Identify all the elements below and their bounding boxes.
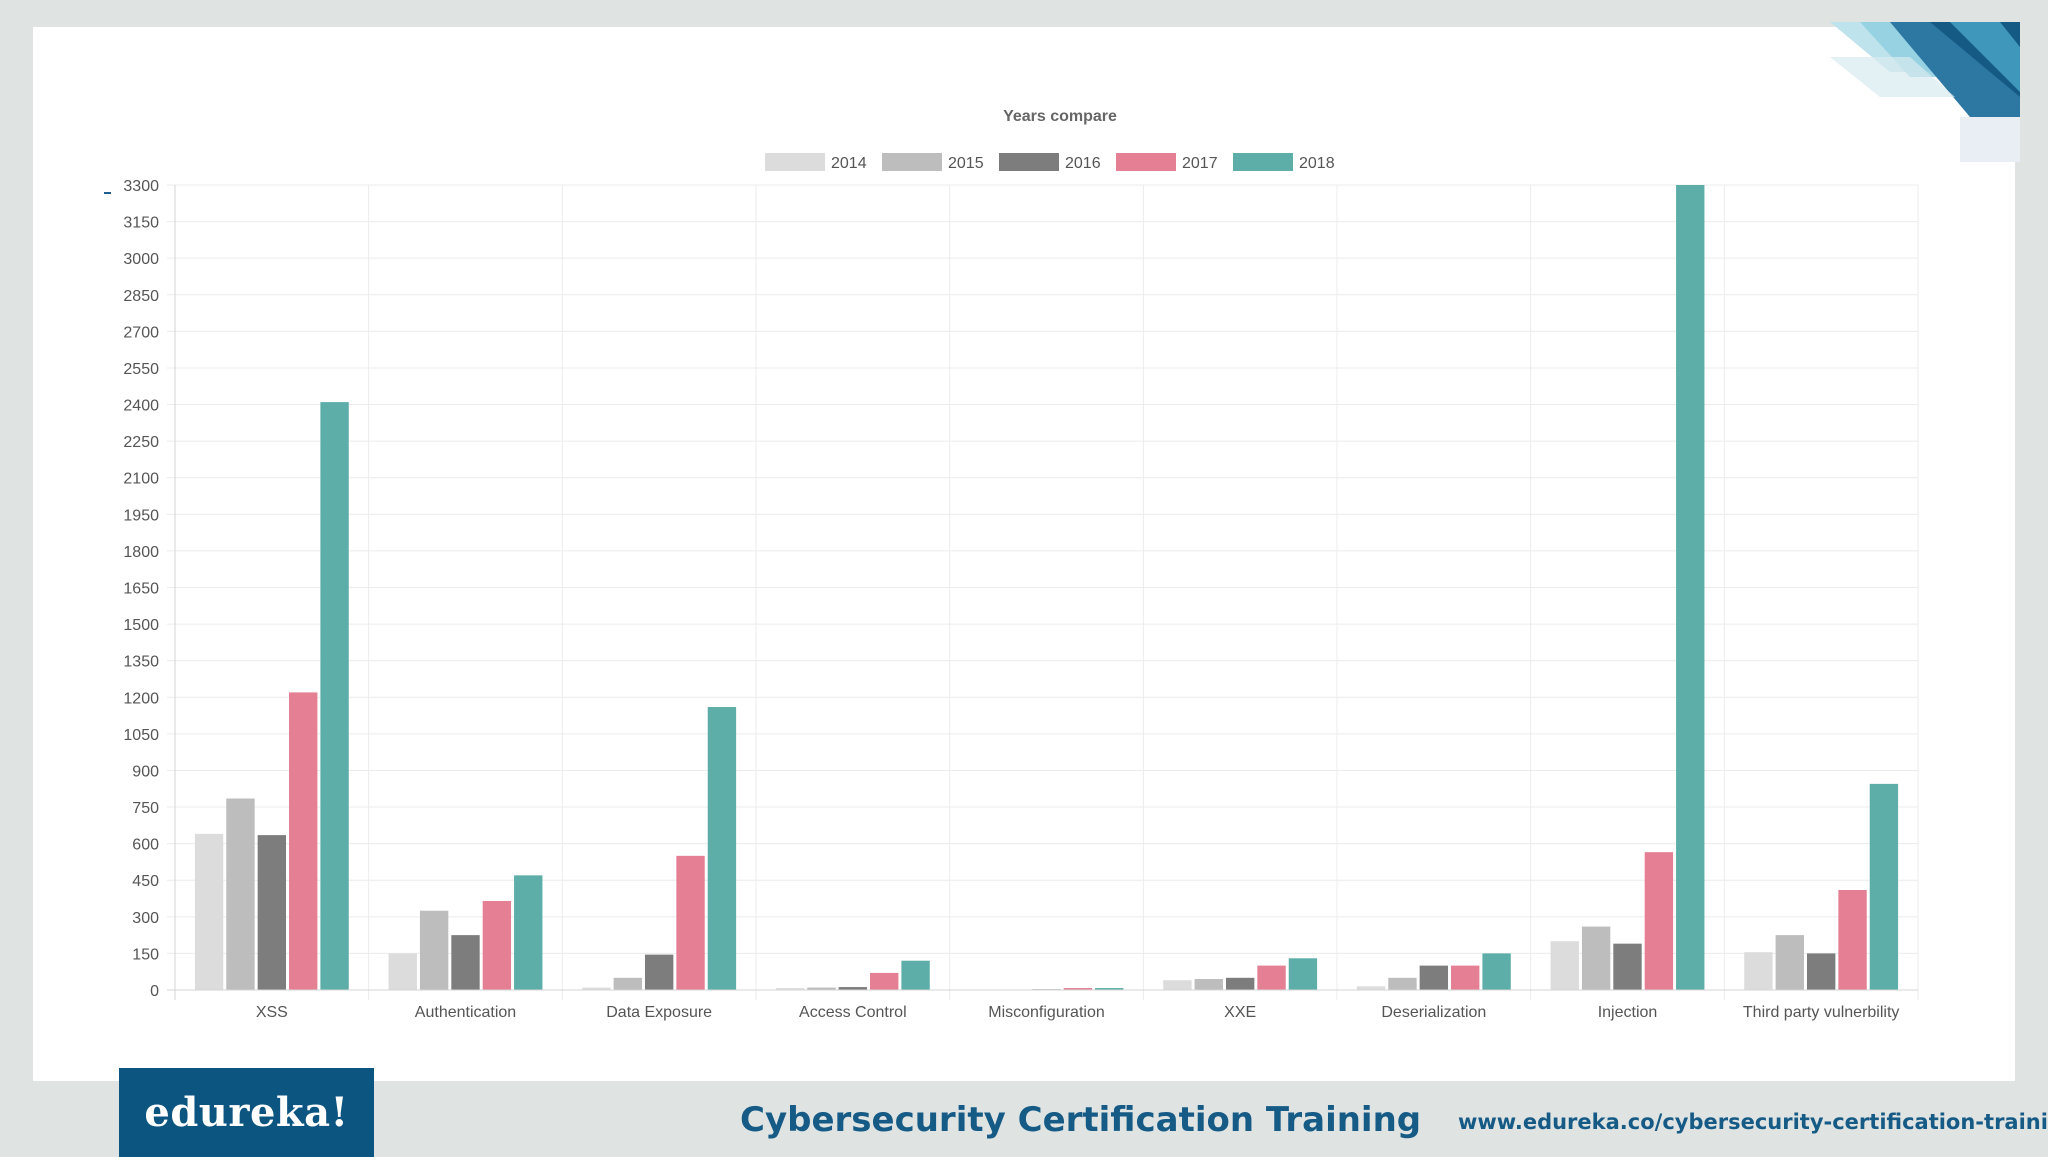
legend-swatch-2017 <box>1116 153 1176 171</box>
bar-2015-injection <box>1581 926 1611 990</box>
bar-2017-deserialization <box>1451 965 1480 990</box>
bar-2014-access-control <box>775 988 805 990</box>
y-tick-label: 3000 <box>123 251 159 268</box>
y-tick-label: 1650 <box>123 581 159 598</box>
bar-2016-xxe <box>1225 977 1255 990</box>
chart-bars <box>194 185 1899 990</box>
y-tick-label: 1950 <box>123 507 159 524</box>
y-tick-label: 3150 <box>123 215 159 232</box>
bar-2017-authentication <box>482 900 512 990</box>
bar-2016-injection <box>1613 943 1642 990</box>
bar-2017-data-exposure <box>676 855 705 990</box>
y-tick-label: 1500 <box>123 617 159 634</box>
bar-2016-third-party-vulnerbility <box>1806 953 1836 990</box>
y-tick-label: 1050 <box>123 727 159 744</box>
legend-label-2016: 2016 <box>1065 155 1101 172</box>
x-tick-label: Access Control <box>799 1004 907 1021</box>
y-tick-label: 900 <box>132 763 159 780</box>
y-tick-label: 1200 <box>123 690 159 707</box>
y-tick-label: 0 <box>150 983 159 1000</box>
bar-2014-authentication <box>388 953 417 990</box>
bar-2015-data-exposure <box>613 977 642 990</box>
edureka-logo: edureka! <box>119 1068 374 1157</box>
y-tick-label: 300 <box>132 910 159 927</box>
x-tick-label: Misconfiguration <box>988 1004 1105 1021</box>
bar-2018-third-party-vulnerbility <box>1869 783 1899 990</box>
legend-label-2017: 2017 <box>1182 155 1218 172</box>
bar-2016-access-control <box>838 987 868 990</box>
bar-2014-data-exposure <box>582 987 611 990</box>
y-tick-label: 2850 <box>123 288 159 305</box>
legend-swatch-2014 <box>765 153 825 171</box>
y-tick-label: 2250 <box>123 434 159 451</box>
x-tick-label: Data Exposure <box>606 1004 712 1021</box>
x-axis: XSS Authentication Data Exposure Access Con… <box>167 989 1918 1021</box>
x-tick-label: Authentication <box>415 1004 516 1021</box>
legend-swatch-2018 <box>1233 153 1293 171</box>
bar-2014-xxe <box>1163 980 1192 990</box>
y-axis: 0 150 300 450 600 750 900 1050 1200 1350 1500 1650 1… <box>123 178 176 1000</box>
bar-2018-deserialization <box>1482 953 1511 990</box>
bar-2018-xss <box>320 402 349 990</box>
legend-swatch-2015 <box>882 153 942 171</box>
chart-legend: 2014 2015 2016 2017 2018 <box>765 153 1335 172</box>
bar-2017-access-control <box>870 972 899 990</box>
bar-2015-xxe <box>1194 979 1223 990</box>
x-tick-label: XXE <box>1224 1004 1256 1021</box>
y-tick-label: 150 <box>132 946 159 963</box>
y-tick-label: 1800 <box>123 544 159 561</box>
bar-2016-authentication <box>451 935 480 990</box>
bar-2018-data-exposure <box>707 707 737 990</box>
bar-2018-injection <box>1676 185 1705 990</box>
x-tick-label: Third party vulnerbility <box>1743 1004 1900 1021</box>
bar-2014-third-party-vulnerbility <box>1744 952 1773 990</box>
x-tick-label: Injection <box>1598 1004 1658 1021</box>
bar-2017-third-party-vulnerbility <box>1838 889 1867 990</box>
x-tick-label: Deserialization <box>1381 1004 1486 1021</box>
bar-2015-third-party-vulnerbility <box>1775 935 1804 990</box>
bar-2016-xss <box>257 835 287 990</box>
bar-2014-xss <box>194 833 224 990</box>
legend-label-2015: 2015 <box>948 155 984 172</box>
legend-label-2018: 2018 <box>1299 155 1335 172</box>
bar-2018-xxe <box>1288 958 1318 990</box>
bar-2018-misconfiguration <box>1095 988 1124 990</box>
y-tick-label: 1350 <box>123 654 159 671</box>
legend-label-2014: 2014 <box>831 155 867 172</box>
y-tick-label: 2700 <box>123 324 159 341</box>
bar-2017-xxe <box>1257 965 1286 990</box>
y-tick-label: 2400 <box>123 398 159 415</box>
bar-2018-access-control <box>901 960 930 990</box>
bar-2017-injection <box>1644 852 1674 990</box>
bar-2017-misconfiguration <box>1063 988 1093 990</box>
x-tick-label: XSS <box>256 1004 288 1021</box>
bar-2015-authentication <box>419 910 449 990</box>
bar-2018-authentication <box>514 875 543 990</box>
y-tick-label: 750 <box>132 800 159 817</box>
footer-title: Cybersecurity Certification Training <box>740 1100 1422 1140</box>
corner-decoration <box>1830 22 2020 162</box>
legend-swatch-2016 <box>999 153 1059 171</box>
y-tick-label: 450 <box>132 873 159 890</box>
bar-2016-data-exposure <box>644 954 674 990</box>
bar-2014-injection <box>1550 941 1579 990</box>
bar-2015-xss <box>226 798 255 990</box>
chart-title: Years compare <box>1003 108 1117 125</box>
bar-2014-deserialization <box>1356 986 1386 990</box>
y-tick-label: 600 <box>132 837 159 854</box>
y-tick-label: 3300 <box>123 178 159 195</box>
y-tick-label: 2550 <box>123 361 159 378</box>
bar-chart: Years compare 2014 2015 2016 2017 2018 0 150 3… <box>104 108 1919 1021</box>
y-tick-label: 2100 <box>123 471 159 488</box>
bar-2016-deserialization <box>1419 965 1449 990</box>
bar-2017-xss <box>289 692 318 990</box>
footer-url: www.edureka.co/cybersecurity-certificati… <box>1458 1110 2048 1134</box>
bar-2015-deserialization <box>1388 977 1417 990</box>
bar-2015-access-control <box>807 987 836 990</box>
